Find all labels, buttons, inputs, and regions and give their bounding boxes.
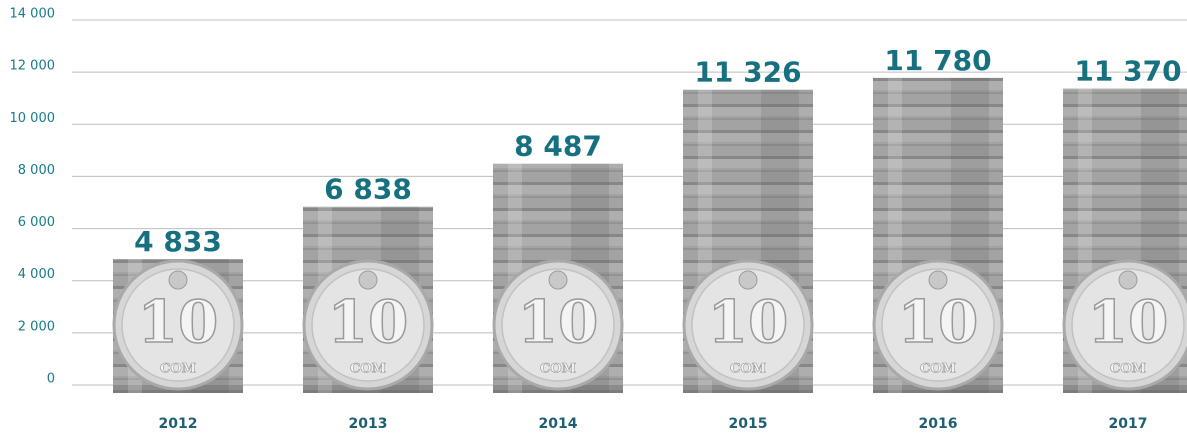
coin-numeral: 10 (328, 288, 409, 356)
coin-emblem (548, 270, 568, 290)
coin-numeral: 10 (708, 288, 789, 356)
coin-currency: СОМ (1110, 362, 1146, 377)
x-tick-label: 2014 (539, 416, 578, 432)
coin-currency: СОМ (350, 362, 386, 377)
value-label: 6 838 (324, 173, 412, 206)
x-tick-label: 2013 (349, 416, 388, 432)
value-label: 8 487 (514, 130, 602, 163)
coin-currency: СОМ (540, 362, 576, 377)
coin-currency: СОМ (730, 362, 766, 377)
value-label: 11 326 (694, 56, 801, 89)
coin-emblem (358, 270, 378, 290)
coin-inner (881, 268, 995, 382)
x-tick-label: 2016 (919, 416, 958, 432)
coin-numeral: 10 (518, 288, 599, 356)
coin-inner (1071, 268, 1185, 382)
coin-numeral: 10 (138, 288, 219, 356)
value-label: 11 370 (1074, 55, 1181, 88)
coin-emblem (928, 270, 948, 290)
coin-numeral: 10 (1088, 288, 1169, 356)
coin-currency: СОМ (920, 362, 956, 377)
y-tick-label: 10 000 (10, 111, 56, 126)
value-label: 11 780 (884, 44, 991, 77)
coin-emblem (738, 270, 758, 290)
coin-emblem (1118, 270, 1138, 290)
coin-inner (311, 268, 425, 382)
coin-inner (691, 268, 805, 382)
x-tick-label: 2017 (1109, 416, 1148, 432)
coin-inner (501, 268, 615, 382)
coin-numeral: 10 (898, 288, 979, 356)
y-tick-label: 12 000 (10, 59, 56, 74)
x-tick-label: 2015 (729, 416, 768, 432)
x-tick-label: 2012 (159, 416, 198, 432)
coin-currency: СОМ (160, 362, 196, 377)
coin-emblem (168, 270, 188, 290)
value-label: 4 833 (134, 225, 222, 258)
y-tick-label: 0 (47, 372, 55, 387)
y-tick-label: 4 000 (18, 267, 55, 282)
y-tick-label: 6 000 (18, 215, 55, 230)
coin-inner (121, 268, 235, 382)
y-tick-label: 2 000 (18, 319, 55, 334)
y-tick-label: 8 000 (18, 163, 55, 178)
y-tick-label: 14 000 (10, 7, 56, 22)
